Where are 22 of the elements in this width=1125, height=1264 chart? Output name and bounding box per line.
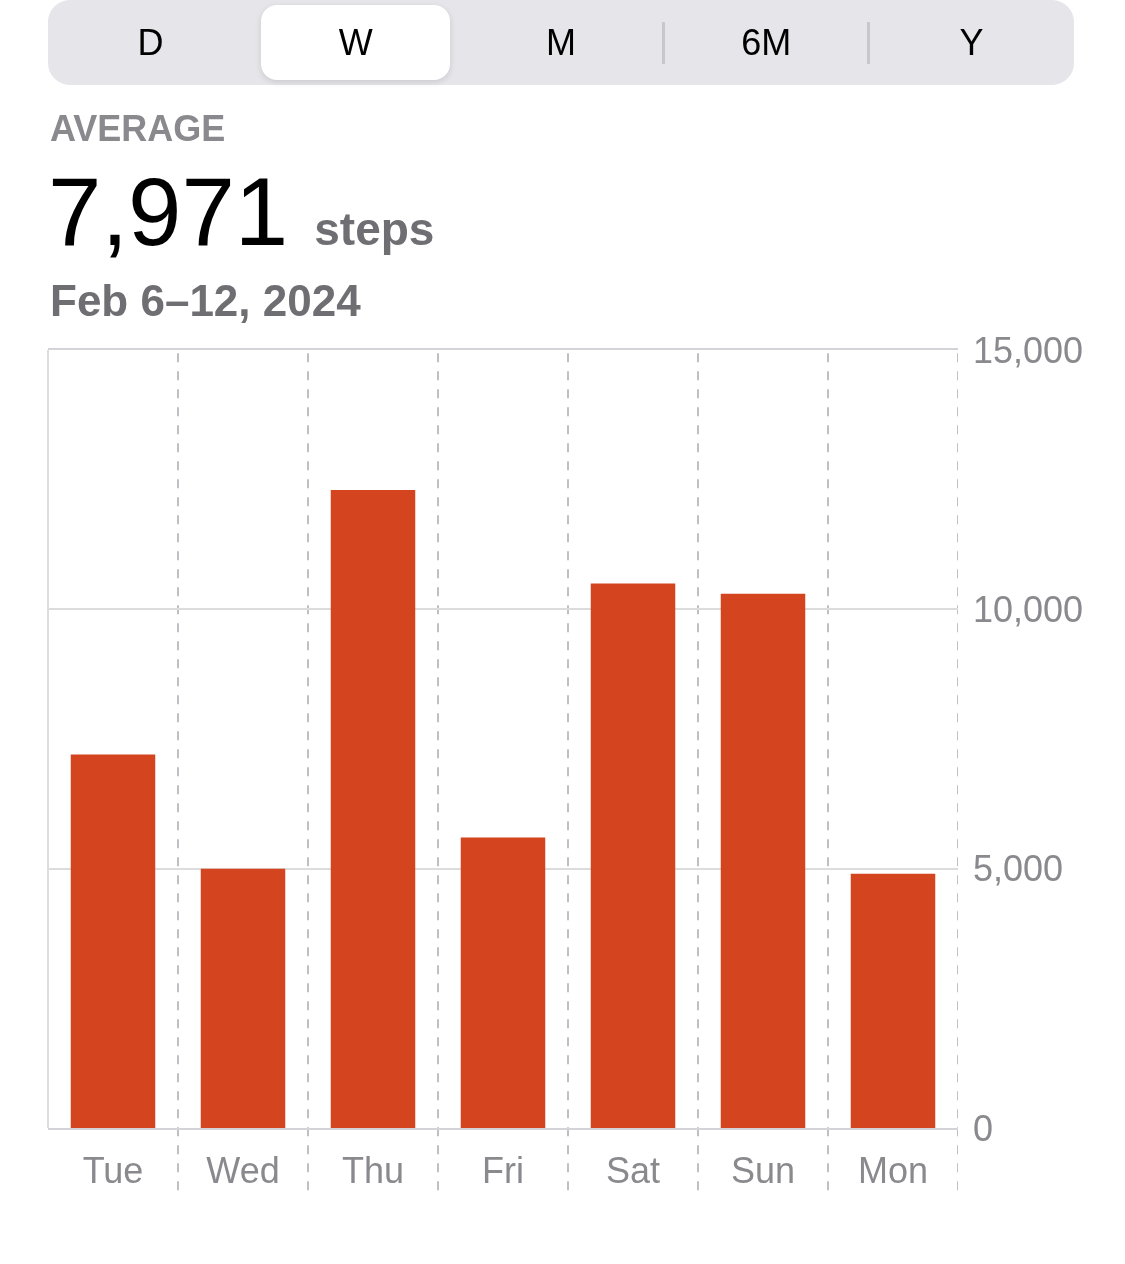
bar (460, 837, 546, 1128)
x-tick-label: Fri (482, 1150, 524, 1192)
chart-title: 7,971 steps (48, 158, 435, 265)
y-tick-label: 15,000 (973, 329, 1084, 371)
x-tick-label: Wed (206, 1150, 280, 1192)
x-tick-label: Mon (857, 1150, 929, 1192)
bar (70, 754, 156, 1128)
y-tick-label: 10,000 (973, 588, 1084, 630)
text: AVERAGE (50, 108, 226, 149)
bar (200, 868, 286, 1128)
bar (590, 583, 676, 1128)
x-tick-label: Sun (730, 1150, 796, 1192)
bar (330, 490, 416, 1128)
x-tick-label: Thu (341, 1150, 405, 1192)
y-tick-label: 5,000 (973, 848, 1064, 890)
y-tick-label: 0 (973, 1107, 994, 1149)
bar (850, 873, 936, 1128)
bar (720, 593, 806, 1128)
x-tick-label: Tue (82, 1150, 144, 1192)
x-tick-label: Sat (605, 1150, 661, 1192)
chart-subtitle: Feb 6–12, 2024 (50, 276, 361, 325)
segmented-control: D W M 6M Y (48, 0, 1074, 85)
